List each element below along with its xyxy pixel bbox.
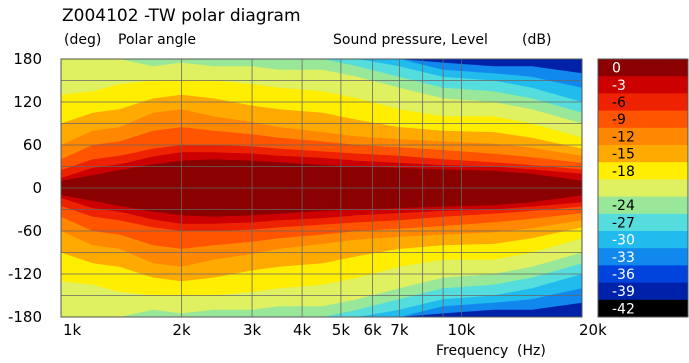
y-tick-label: -60 (18, 222, 43, 240)
colorbar-swatch (598, 76, 688, 94)
colorbar-swatch (598, 110, 688, 129)
y-tick-label: 0 (32, 179, 42, 197)
colorbar-label: -6 (612, 95, 626, 111)
x-axis-unit: (Hz) (517, 343, 546, 359)
y-tick-label: -120 (8, 265, 42, 283)
level-label: Sound pressure, Level (333, 32, 488, 48)
colorbar-legend: 0-3-6-9-12 -15-18 -24-27 -30-33-36-39-42 (597, 58, 689, 318)
colorbar-swatch (598, 265, 688, 284)
colorbar-swatch (598, 299, 688, 318)
colorbar-label: -39 (612, 284, 635, 300)
plot-grid (60, 58, 583, 318)
colorbar-label: -36 (612, 267, 635, 283)
colorbar-swatch (598, 282, 688, 301)
x-tick-label: 6k (363, 321, 382, 339)
y-unit-label: (deg) (64, 32, 101, 48)
y-axis-ticks: 180 120 60 0 -60 -120 -180 (8, 50, 42, 326)
colorbar-swatch (598, 196, 688, 215)
colorbar-label: -42 (612, 301, 635, 317)
x-tick-label: 10k (448, 321, 476, 339)
y-axis-label: Polar angle (118, 32, 196, 48)
colorbar-swatch (598, 162, 688, 180)
x-tick-label: 2k (172, 321, 191, 339)
colorbar-label: -15 (612, 147, 635, 163)
x-tick-label: 3k (243, 321, 262, 339)
y-tick-label: -180 (8, 308, 42, 326)
x-tick-label: 1k (63, 321, 82, 339)
colorbar-swatch (598, 179, 688, 198)
y-tick-label: 180 (13, 50, 42, 68)
plot-frame (60, 58, 583, 318)
colorbar-label: -12 (612, 129, 635, 145)
colorbar-swatch (598, 127, 688, 146)
chart-title: Z004102 -TW polar diagram (62, 6, 301, 26)
colorbar-label: -18 (612, 164, 635, 180)
colorbar-label: -27 (612, 215, 635, 231)
colorbar-swatch (598, 145, 688, 163)
colorbar-frame (597, 58, 689, 318)
x-tick-label: 7k (390, 321, 409, 339)
colorbar-label: -3 (612, 78, 626, 94)
colorbar-swatch (598, 231, 688, 249)
x-tick-label: 5k (332, 321, 351, 339)
x-tick-label: 20k (579, 321, 607, 339)
colorbar-swatch (598, 248, 688, 266)
x-tick-label: 4k (293, 321, 312, 339)
x-axis-label: Frequency (436, 343, 508, 359)
colorbar-label: -24 (612, 198, 635, 214)
colorbar-label: -9 (612, 112, 626, 128)
y-tick-label: 120 (13, 93, 42, 111)
colorbar-label: -30 (612, 233, 635, 249)
colorbar-swatch (598, 93, 688, 112)
x-axis-ticks: 1k 2k 3k 4k 5k 6k 7k 10k 20k (63, 321, 607, 339)
y-tick-label: 60 (23, 136, 42, 154)
colorbar-swatch (598, 59, 688, 77)
colorbar-label: -33 (612, 250, 635, 266)
colorbar-label: 0 (612, 61, 621, 77)
level-unit-label: (dB) (522, 32, 551, 48)
colorbar-swatch (598, 213, 688, 232)
